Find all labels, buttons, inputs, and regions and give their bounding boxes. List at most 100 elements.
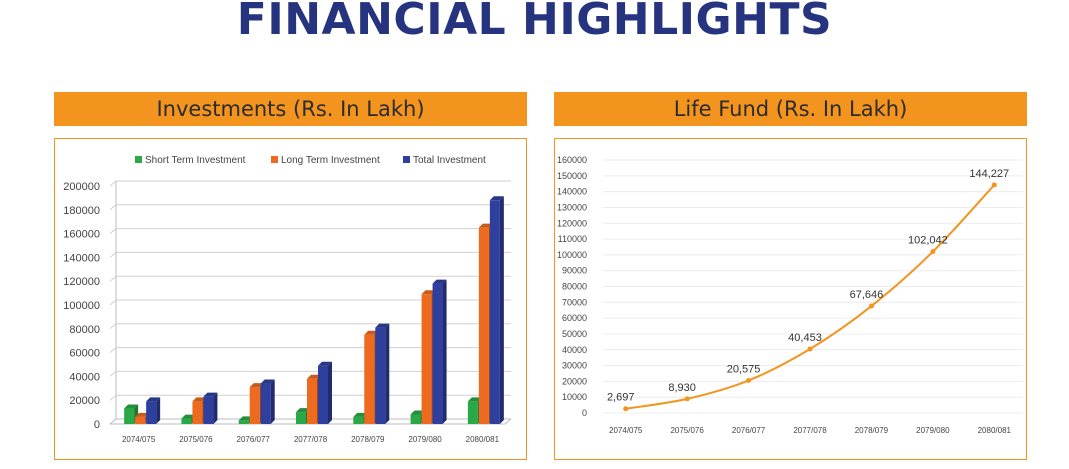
data-label: 20,575 (727, 363, 761, 375)
data-label: 8,930 (668, 382, 696, 394)
y-tick-label: 80000 (69, 324, 100, 336)
data-label: 67,646 (850, 289, 884, 301)
x-tick-label: 2080/081 (466, 435, 500, 444)
life-fund-chart-panel: 160000 150000 140000 130000 120000 110000 1000… (554, 138, 1027, 460)
bar-top (478, 223, 493, 228)
y-tick-label: 90000 (562, 266, 587, 276)
bar (146, 401, 157, 424)
bar (260, 383, 271, 424)
investments-chart-panel: 200000 180000 160000 140000 120000 100000 8000… (54, 138, 527, 460)
y-tick-label: 20000 (69, 395, 100, 407)
y-tick-label: 80000 (562, 282, 587, 292)
bar-top (375, 323, 390, 328)
data-point (868, 303, 874, 309)
bar-top (410, 410, 425, 415)
y-tick-label: 140000 (63, 252, 100, 264)
page-title: FINANCIAL HIGHLIGHTS (236, 0, 833, 45)
y-tick-label: 120000 (557, 218, 587, 228)
y-tick-label: 100000 (557, 250, 587, 260)
y-tick-label: 110000 (558, 234, 587, 244)
x-tick-label: 2080/081 (978, 426, 1012, 435)
life-fund-chart-header: Life Fund (Rs. In Lakh) (554, 92, 1027, 126)
bar (238, 420, 249, 424)
data-point (623, 406, 629, 412)
series-line (625, 184, 996, 410)
x-tick-label: 2079/080 (408, 435, 442, 444)
bar-side (156, 397, 161, 424)
x-tick-label: 2078/079 (351, 435, 385, 444)
y-tick-label: 160000 (63, 229, 100, 241)
bar (318, 365, 328, 424)
x-tick-label: 2077/078 (294, 435, 328, 444)
bar (135, 416, 146, 424)
bar-side (270, 379, 275, 424)
bar (432, 283, 443, 424)
y-tick-label: 50000 (562, 329, 587, 339)
data-label: 2,697 (607, 392, 635, 404)
bar (410, 414, 421, 424)
bar (203, 396, 214, 424)
bar-top (260, 379, 275, 384)
data-label: 102,042 (908, 235, 948, 247)
bar-side (442, 279, 447, 424)
bar (421, 294, 432, 424)
legend-swatch (135, 156, 142, 163)
y-tick-label: 100000 (63, 300, 100, 312)
x-tick-label: 2079/080 (916, 426, 950, 435)
data-label: 144,227 (969, 168, 1009, 180)
legend-label: Long Term Investment (281, 155, 380, 166)
gridline (109, 251, 511, 258)
y-tick-label: 10000 (562, 392, 587, 402)
bar-top (489, 196, 504, 201)
bar-top (421, 290, 436, 295)
bar-top (296, 408, 310, 413)
x-tick-label: 2076/077 (732, 426, 766, 435)
bar (181, 418, 192, 424)
x-tick-label: 2074/075 (609, 426, 643, 435)
bar-top (238, 416, 253, 421)
bar (375, 327, 386, 424)
bar (307, 378, 317, 424)
gridline (109, 180, 511, 187)
bar-side (213, 392, 218, 424)
y-tick-label: 130000 (557, 202, 587, 212)
x-tick-label: 2074/075 (122, 435, 156, 444)
y-tick-label: 180000 (63, 205, 100, 217)
bar-top (124, 404, 139, 409)
bar (353, 416, 364, 424)
y-tick-label: 40000 (69, 371, 100, 383)
y-tick-label: 140000 (557, 187, 587, 197)
gridline (109, 347, 511, 353)
bar-top (364, 330, 379, 335)
gridline (109, 204, 511, 211)
data-point (684, 396, 690, 402)
y-tick-label: 20000 (562, 376, 587, 386)
legend-swatch (403, 156, 410, 163)
bar-top (353, 412, 368, 417)
x-tick-label: 2077/078 (793, 426, 827, 435)
bar-side (499, 196, 504, 424)
bar-top (249, 383, 264, 388)
bar-side (385, 323, 390, 424)
x-tick-label: 2076/077 (237, 435, 271, 444)
bar-top (146, 397, 161, 402)
data-point (991, 182, 997, 188)
gridline (109, 228, 511, 234)
gridline (109, 323, 511, 330)
investments-bar-chart: 2000001800001600001400001200001000008000… (63, 155, 512, 444)
bar (249, 387, 260, 424)
bar (467, 401, 478, 424)
bar-top (318, 361, 332, 366)
y-tick-label: 200000 (63, 181, 100, 193)
bar-top (203, 392, 218, 397)
y-tick-label: 0 (582, 408, 587, 418)
data-point (746, 377, 752, 383)
y-tick-label: 60000 (562, 313, 587, 323)
bar (478, 227, 489, 424)
bar-top (307, 374, 321, 379)
y-tick-label: 0 (94, 419, 100, 431)
bar (296, 412, 306, 424)
legend-swatch (271, 156, 278, 163)
bar (192, 401, 203, 424)
y-tick-label: 160000 (557, 155, 587, 165)
